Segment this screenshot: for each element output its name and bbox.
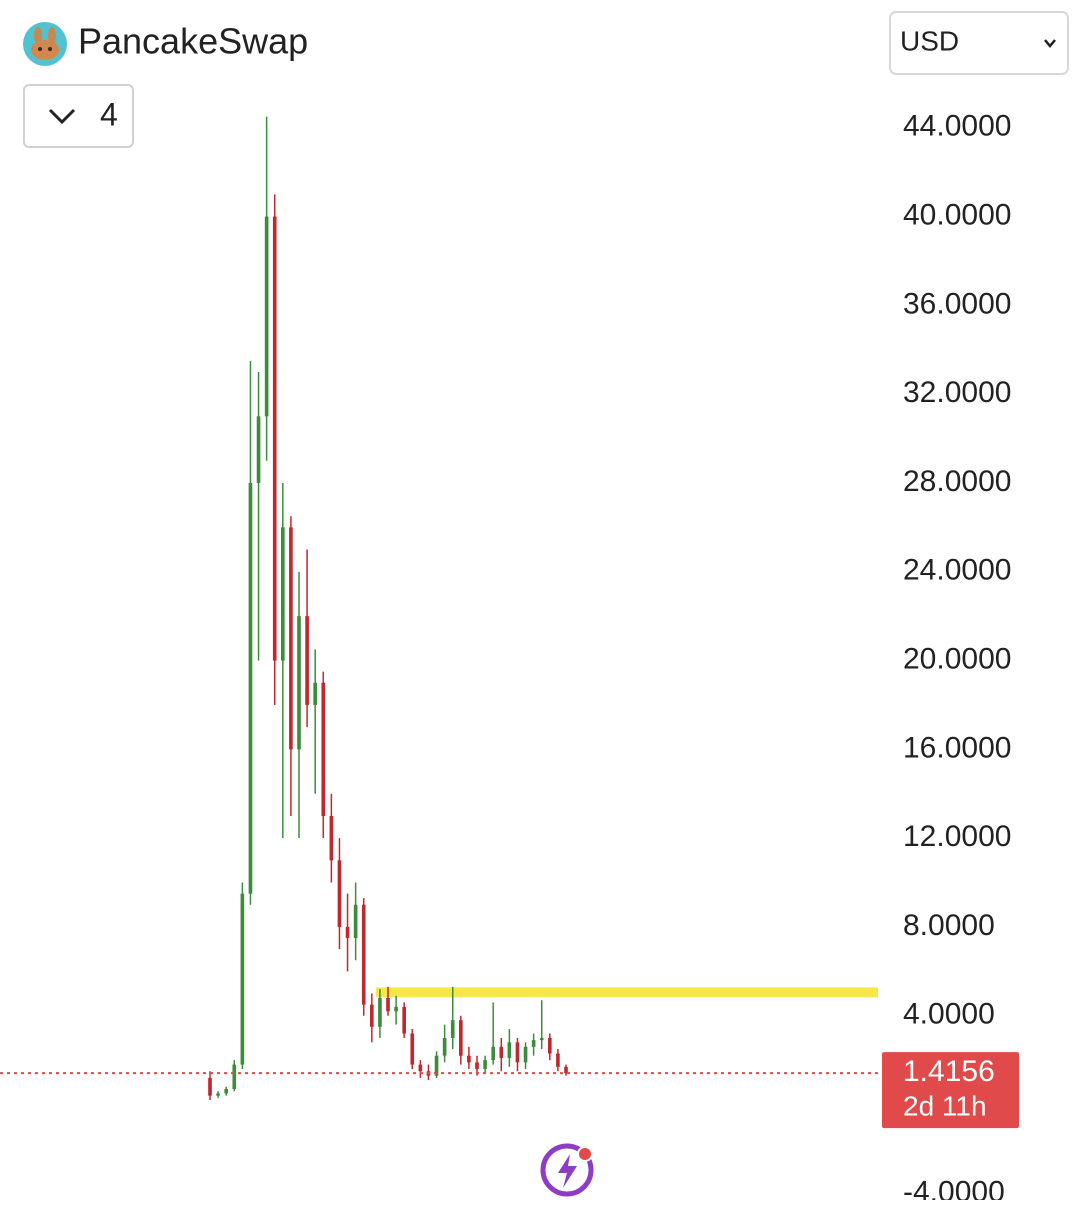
candle-body xyxy=(353,904,358,939)
candle-body xyxy=(232,1064,237,1090)
candle-body xyxy=(539,1037,544,1041)
interval-value: 4 xyxy=(100,96,118,132)
y-tick-label: 40.0000 xyxy=(903,198,1011,231)
y-tick-label: 16.0000 xyxy=(903,731,1011,764)
candle-body xyxy=(547,1037,552,1054)
y-tick-label: 36.0000 xyxy=(903,287,1011,320)
candle-body xyxy=(475,1062,479,1070)
candle-body xyxy=(418,1064,423,1072)
candle-body xyxy=(297,616,301,750)
interval-dropdown[interactable]: 4 xyxy=(23,84,134,148)
candle-body xyxy=(216,1093,220,1096)
candle-body xyxy=(305,616,309,705)
brand-name: PancakeSwap xyxy=(78,21,308,62)
y-tick-label: 12.0000 xyxy=(903,820,1011,853)
candle-body xyxy=(442,1037,447,1056)
candle-body xyxy=(564,1066,568,1074)
candle-body xyxy=(450,1020,455,1038)
y-tick-label: 32.0000 xyxy=(903,376,1011,409)
candle-body xyxy=(208,1077,212,1096)
candle-body xyxy=(531,1040,536,1047)
candle-body xyxy=(410,1033,415,1065)
candle-body xyxy=(248,482,253,894)
y-tick-label: 24.0000 xyxy=(903,554,1011,587)
currency-value: USD xyxy=(900,25,959,56)
currency-select[interactable]: USD xyxy=(889,11,1069,75)
candle-body xyxy=(264,216,269,417)
lightning-icon[interactable] xyxy=(540,1143,594,1197)
y-tick-label: 4.0000 xyxy=(903,998,995,1031)
candle-body xyxy=(523,1046,528,1063)
candle-body xyxy=(272,216,277,661)
candle-body xyxy=(499,1046,504,1058)
y-tick-label: 28.0000 xyxy=(903,465,1011,498)
candle-body xyxy=(378,997,382,1027)
y-tick-label: -4.0000 xyxy=(903,1175,1005,1200)
countdown-label: 2d 11h xyxy=(903,1091,987,1122)
last-price-label: 1.4156 xyxy=(903,1055,995,1088)
y-tick-label: 44.0000 xyxy=(903,110,1011,143)
candle-body xyxy=(515,1042,520,1063)
candle-body xyxy=(394,1006,398,1012)
candle-body xyxy=(402,1006,407,1034)
candle-body xyxy=(224,1089,229,1094)
candle-body xyxy=(345,926,350,939)
candle-body xyxy=(467,1055,471,1063)
candle-body xyxy=(321,682,326,816)
candle-body xyxy=(483,1060,487,1070)
candle-body xyxy=(337,860,342,927)
candle-body xyxy=(313,682,318,705)
candle-body xyxy=(289,527,293,750)
y-tick-label: 20.0000 xyxy=(903,642,1011,675)
candle-body xyxy=(361,904,366,1005)
candle-body xyxy=(256,416,261,483)
plot-area: -4.0000 4.0000 8.0000 12.0000 16.0000 20.0000… xyxy=(0,110,1019,1205)
y-tick-label: 8.0000 xyxy=(903,909,995,942)
last-price-badge xyxy=(882,1052,1019,1129)
candle-body xyxy=(329,815,334,861)
candle-body xyxy=(434,1055,439,1076)
candle-body xyxy=(386,997,390,1012)
candle-body xyxy=(491,1046,496,1061)
candle-body xyxy=(280,527,285,661)
candle-body xyxy=(556,1053,560,1067)
candle-body xyxy=(458,1020,463,1056)
candle-body xyxy=(507,1042,512,1058)
candle-body xyxy=(240,893,245,1065)
brand-logo xyxy=(23,22,67,66)
candle-body xyxy=(369,1004,374,1027)
